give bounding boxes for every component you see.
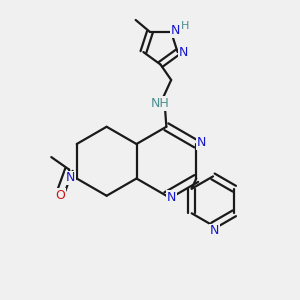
Text: N: N <box>197 136 206 149</box>
Text: N: N <box>167 191 176 204</box>
Text: O: O <box>55 189 65 202</box>
Text: N: N <box>210 224 219 238</box>
Text: N: N <box>179 46 188 59</box>
Text: H: H <box>181 21 189 31</box>
Text: N: N <box>171 24 180 37</box>
Text: N: N <box>66 171 75 184</box>
Text: NH: NH <box>150 97 169 110</box>
